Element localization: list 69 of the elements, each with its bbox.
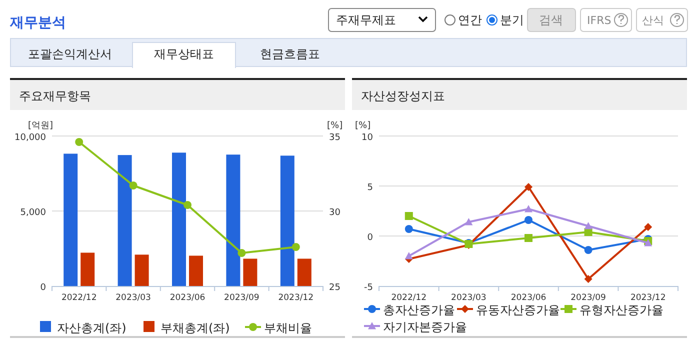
point: [644, 223, 652, 231]
point: [404, 252, 413, 260]
y2-tick-label: 25: [329, 283, 340, 293]
text: 주재무제표: [336, 13, 396, 27]
bar: [64, 154, 78, 286]
point: [75, 138, 84, 146]
text: 현금흐름표: [260, 47, 320, 61]
chart-title: 주요재무항목: [19, 89, 91, 103]
x-tick-label: 2023/03: [451, 293, 486, 303]
bar: [280, 156, 294, 286]
point: [404, 212, 413, 220]
y-tick-label: 5: [367, 183, 373, 193]
legend-label: 자기자본증가율: [383, 320, 467, 334]
y-axis-title: [억원]: [28, 121, 54, 131]
y2-tick-label: 35: [329, 133, 340, 143]
bar: [226, 154, 240, 286]
y-axis-title: [%]: [355, 121, 371, 131]
point: [524, 216, 532, 224]
x-tick-label: 2023/12: [278, 293, 314, 303]
x-tick-label: 2023/06: [510, 293, 546, 303]
text: 분기: [500, 13, 524, 27]
y-tick-label: 10,000: [14, 133, 46, 143]
text: 검색: [539, 13, 563, 27]
legend-label: 자산총계(좌): [57, 321, 126, 335]
text: 재무상태표: [154, 47, 214, 61]
legend-label: 부채비율: [264, 321, 312, 335]
point: [584, 222, 592, 230]
point: [584, 275, 592, 283]
point: [184, 201, 192, 209]
x-tick-label: 2023/06: [170, 293, 206, 303]
legend-label: 총자산증가율: [383, 303, 455, 317]
text: 포괄손익계산서: [28, 47, 112, 61]
bar: [189, 256, 203, 286]
point: [524, 205, 532, 212]
point: [404, 225, 413, 233]
x-tick-label: 2023/12: [630, 293, 666, 303]
bar: [118, 155, 132, 286]
point: [524, 183, 532, 191]
y2-axis-title: [%]: [327, 121, 343, 131]
x-tick-label: 2022/12: [391, 293, 427, 303]
text: 재무분석: [9, 15, 66, 31]
y-tick-label: 5,000: [20, 208, 46, 218]
point: [292, 243, 300, 251]
point: [238, 249, 246, 257]
bar: [80, 252, 95, 286]
chart-title: 자산성장성지표: [361, 89, 445, 103]
text: 산식: [642, 14, 664, 27]
y2-tick-label: 30: [329, 208, 341, 218]
x-tick-label: 2023/03: [116, 293, 151, 303]
legend-label: 부채총계(좌): [160, 321, 230, 335]
point: [524, 234, 532, 242]
legend-label: 유형자산증가율: [580, 303, 664, 317]
x-tick-label: 2022/12: [61, 293, 97, 303]
point: [464, 218, 473, 226]
x-tick-label: 2023/09: [224, 293, 260, 303]
bar: [243, 258, 258, 286]
y-tick-label: 0: [40, 283, 46, 293]
bar: [172, 152, 186, 286]
point: [584, 246, 592, 254]
bar: [297, 258, 312, 286]
x-tick-label: 2023/09: [570, 293, 606, 303]
text: IFRS: [587, 14, 612, 27]
y-tick-label: -5: [364, 283, 373, 293]
point: [129, 182, 138, 190]
y-tick-label: 0: [367, 233, 374, 243]
legend-label: 유동자산증가율: [476, 303, 560, 317]
bar: [134, 254, 149, 286]
y-tick-label: 10: [362, 133, 374, 143]
text: 연간: [458, 13, 482, 27]
